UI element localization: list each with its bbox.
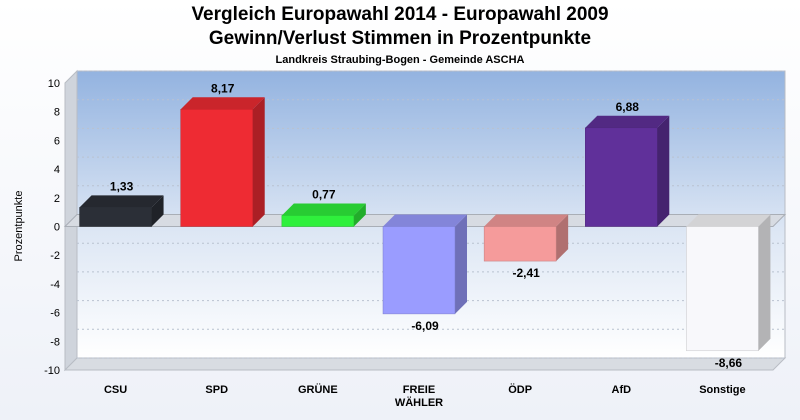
bar-front [382,226,456,315]
bar-side [353,203,366,227]
x-tick-label: SPD [205,384,228,396]
x-tick-label: GRÜNE [298,383,338,396]
bar-top [383,214,467,227]
y-tick-label: -6 [50,308,60,320]
bar-front [281,215,355,227]
bar-front [180,109,253,227]
bar [483,214,569,262]
x-tick-label: CSU [104,384,127,396]
bar-top [686,214,771,227]
y-tick-label: 0 [54,222,60,234]
chart-subtitle: Gewinn/Verlust Stimmen in Prozentpunkte [208,28,592,49]
bar-side [758,214,771,351]
data-label: 0,77 [312,187,336,201]
bar-side [556,214,569,262]
bar-side [252,97,265,227]
bar-top [281,203,366,216]
bar [281,203,366,227]
y-tick-label: -8 [50,336,60,348]
y-tick-label: -10 [44,365,60,377]
bar-side [657,115,670,227]
data-label: 1,33 [110,179,134,193]
data-label: -8,66 [715,356,743,370]
bar-front [79,207,152,227]
bar [180,97,265,227]
y-tick-label: 8 [54,107,60,119]
x-tick-label: ÖDP [508,383,532,396]
x-tick-label: WÄHLER [395,396,443,409]
data-label: -2,41 [512,266,540,280]
data-label: 8,17 [211,81,235,95]
x-tick-label: Sonstige [699,384,745,396]
data-label: -6,09 [411,319,439,333]
y-tick-label: -2 [50,250,60,262]
bar-top [484,214,569,227]
data-label: 6,88 [616,100,640,114]
bar-front [585,127,658,227]
bar-front [483,226,557,262]
bar-front [686,226,759,352]
bar-top [79,195,164,208]
bar-side [151,195,164,227]
y-tick-label: 4 [54,164,60,176]
y-tick-label: -4 [50,279,60,291]
bar-side [455,214,467,314]
x-tick-label: AfD [612,384,632,396]
y-tick-label: 6 [54,135,60,147]
chart-caption: Landkreis Straubing-Bogen - Gemeinde ASC… [275,54,525,66]
y-tick-label: 2 [54,193,60,205]
y-tick-label: 10 [48,78,60,90]
floor [63,357,787,371]
bar [79,195,164,227]
y-axis-label: Prozentpunkte [13,191,25,262]
bar [686,214,771,352]
bar [585,115,670,227]
x-tick-label: FREIE [403,384,435,396]
bar [382,214,467,315]
chart-title: Vergleich Europawahl 2014 - Europawahl 2… [191,4,609,25]
bar-top [585,115,670,128]
bar-top [180,97,265,110]
